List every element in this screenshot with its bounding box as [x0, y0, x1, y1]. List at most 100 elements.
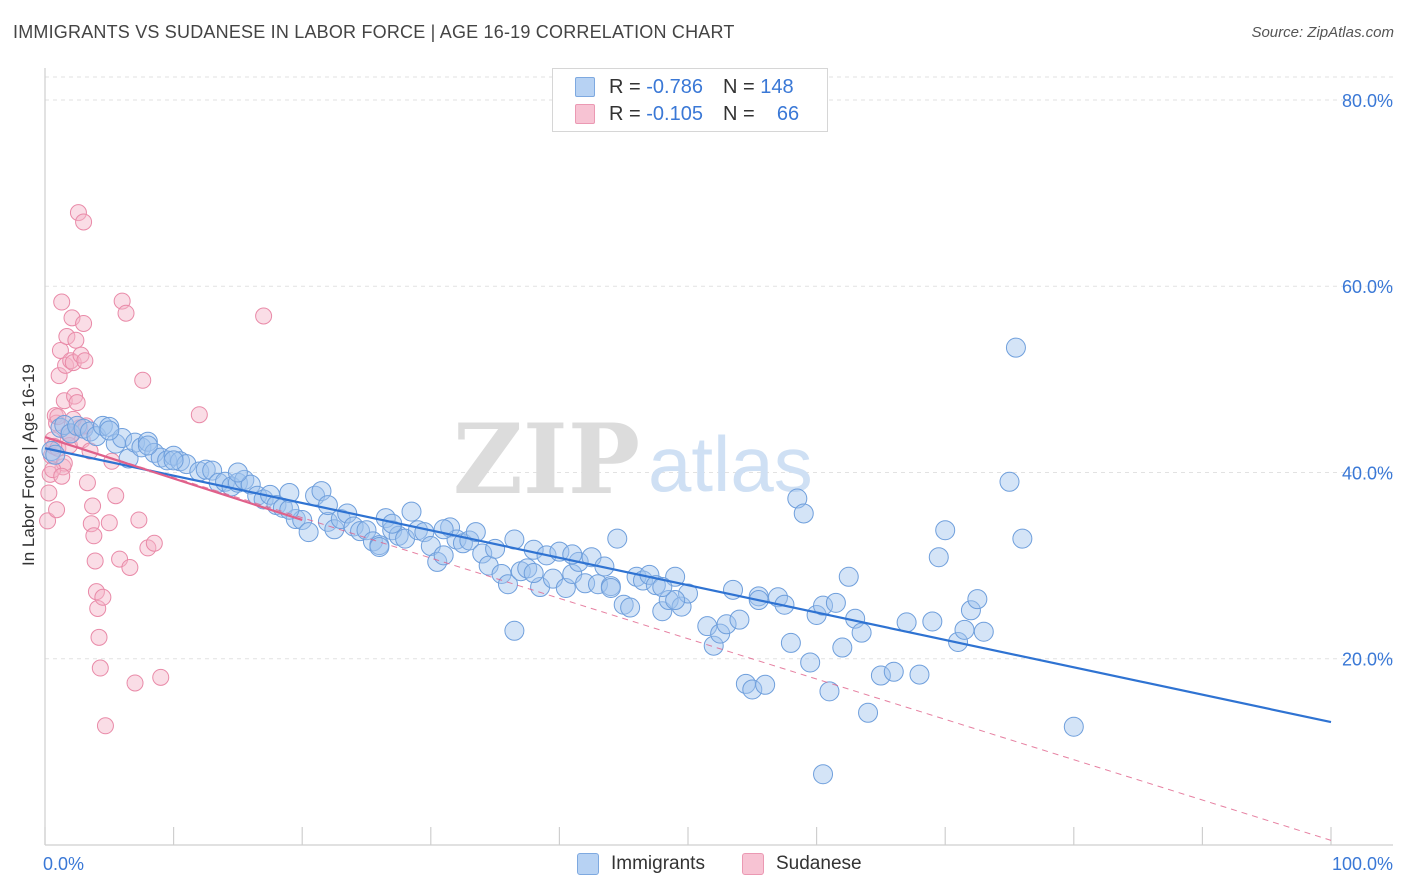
immigrants-point [813, 764, 834, 785]
y-tick-label: 60.0% [1342, 277, 1393, 297]
immigrants-point [928, 547, 949, 568]
immigrants-point [652, 601, 673, 622]
immigrants-point [755, 674, 776, 695]
sudanese-point [117, 304, 135, 322]
y-tick-label: 80.0% [1342, 91, 1393, 111]
sudanese-point [68, 394, 86, 412]
y-tick-label: 20.0% [1342, 650, 1393, 670]
immigrants-point [279, 482, 300, 503]
r-value: -0.105 [646, 102, 703, 125]
sudanese-point [121, 558, 139, 576]
sudanese-point [91, 659, 109, 677]
n-label: N = [722, 75, 755, 98]
legend-row-sudanese: R = -0.105 N = 66 [575, 102, 799, 126]
immigrants-point [787, 488, 808, 509]
immigrants-point [922, 611, 943, 632]
immigrants-point [324, 519, 345, 540]
immigrants-point [362, 531, 383, 552]
immigrants-point [716, 614, 737, 635]
sudanese-point [134, 371, 152, 389]
r-label: R = [609, 75, 641, 98]
immigrants-point [793, 503, 814, 524]
sudanese-trend-dashed [44, 436, 1332, 841]
sudanese-point [94, 588, 112, 606]
immigrants-point [465, 522, 486, 543]
immigrants-point [665, 590, 686, 611]
watermark: ZIP atlas [453, 403, 813, 516]
immigrants-point [819, 681, 840, 702]
bottom-legend-sudanese: Sudanese [742, 852, 862, 876]
sudanese-point [75, 213, 93, 231]
sudanese-point [55, 392, 73, 410]
immigrants-point [935, 520, 956, 541]
y-axis-label: In Labor Force | Age 16-19 [19, 364, 38, 566]
sudanese-legend-label: Sudanese [776, 853, 862, 874]
immigrants-swatch [577, 853, 599, 875]
sudanese-point [75, 314, 93, 332]
immigrants-point [870, 665, 891, 686]
sudanese-point [40, 484, 58, 502]
sudanese-point [90, 628, 108, 646]
immigrants-point [195, 459, 216, 480]
sudanese-point [51, 341, 69, 359]
immigrants-trend-line [44, 447, 1332, 724]
immigrants-point [652, 577, 673, 598]
chart-source: Source: ZipAtlas.com [1251, 24, 1394, 41]
immigrants-point [523, 563, 544, 584]
sudanese-point [58, 327, 76, 345]
immigrants-point [1063, 716, 1084, 737]
immigrants-point [176, 454, 197, 475]
immigrants-point [967, 589, 988, 610]
immigrants-point [703, 635, 724, 656]
immigrants-point [369, 536, 390, 557]
n-label: N = [722, 102, 755, 125]
immigrants-point [729, 609, 750, 630]
immigrants-point [99, 420, 120, 441]
sudanese-point [50, 367, 68, 385]
sudanese-point [126, 674, 144, 692]
trend-lines [44, 436, 1332, 841]
sudanese-point [53, 293, 71, 311]
immigrants-point [1012, 528, 1033, 549]
sudanese-swatch [742, 853, 764, 875]
sudanese-point [89, 599, 107, 617]
sudanese-point [78, 474, 96, 492]
immigrants-point [883, 661, 904, 682]
bottom-legend-immigrants: Immigrants [577, 852, 705, 876]
immigrants-point [960, 600, 981, 621]
sudanese-point [69, 204, 87, 222]
x-tick-label: 0.0% [43, 854, 84, 874]
tick-labels: 20.0% 40.0% 60.0% 80.0% 0.0% 100.0% [43, 91, 1393, 874]
sudanese-point [84, 497, 102, 515]
n-value: 66 [776, 102, 800, 125]
immigrants-point [1005, 337, 1026, 358]
immigrants-point [973, 621, 994, 642]
immigrants-point [497, 574, 518, 595]
sudanese-swatch [575, 104, 595, 124]
immigrants-point [433, 545, 454, 566]
sudanese-point [107, 487, 125, 505]
immigrants-point [600, 577, 621, 598]
sudanese-point [130, 511, 148, 529]
sudanese-point [48, 501, 66, 519]
immigrants-point [330, 509, 351, 530]
immigrants-swatch [575, 77, 595, 97]
sudanese-point [152, 668, 170, 686]
sudanese-point [44, 461, 62, 479]
immigrants-point [813, 595, 834, 616]
immigrants-point [137, 435, 158, 456]
immigrants-point [825, 592, 846, 613]
immigrants-point [780, 632, 801, 653]
immigrants-point [472, 543, 493, 564]
immigrants-point [658, 590, 679, 611]
immigrants-point [832, 637, 853, 658]
immigrants-point [587, 574, 608, 595]
sudanese-point [145, 534, 163, 552]
immigrants-point [620, 597, 641, 618]
watermark-atlas: atlas [648, 420, 813, 508]
immigrants-point [50, 417, 71, 438]
y-tick-label: 40.0% [1342, 463, 1393, 483]
sudanese-point [100, 514, 118, 532]
immigrants-point [800, 652, 821, 673]
immigrants-point [858, 702, 879, 723]
